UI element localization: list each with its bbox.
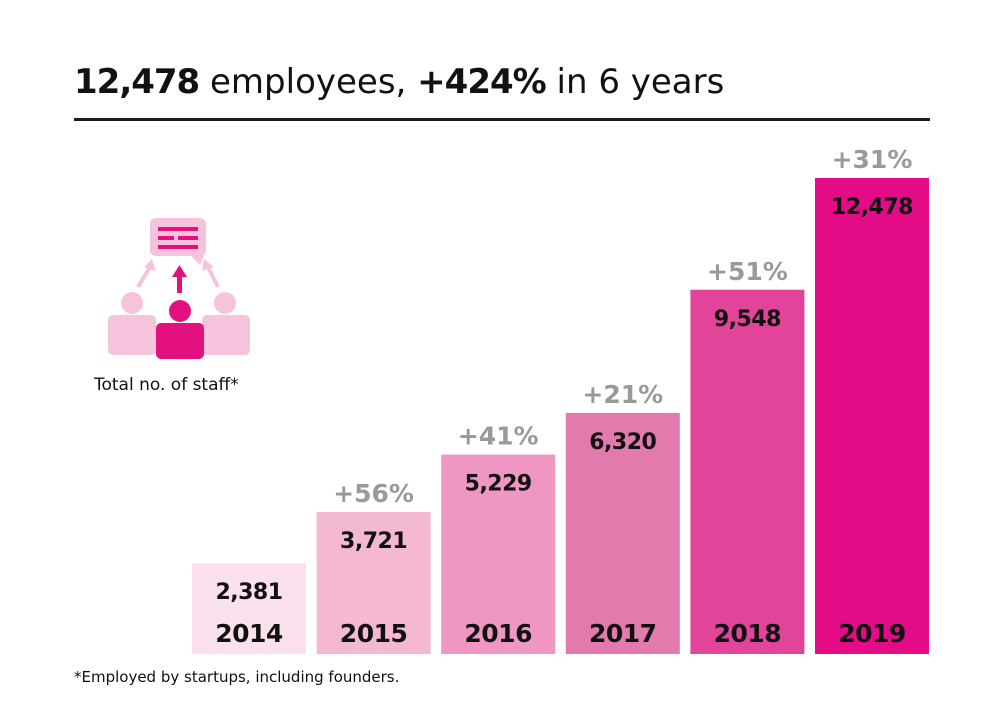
bar-2017 (565, 412, 680, 654)
bar-2014 (192, 563, 306, 654)
growth-label: +31% (832, 145, 913, 174)
headline-text-employees: employees, (199, 62, 418, 102)
growth-label: +56% (333, 479, 414, 508)
growth-label: +41% (458, 422, 539, 451)
bar-2016 (441, 454, 556, 654)
headline-growth: +424% (417, 62, 547, 102)
bar-value-label: 9,548 (714, 307, 781, 332)
bar-2019 (815, 178, 929, 654)
bar-value-label: 3,721 (340, 529, 407, 554)
headline: 12,478 employees, +424% in 6 years (74, 56, 724, 108)
bar-value-label: 6,320 (589, 430, 656, 455)
icon-caption: Total no. of staff* (94, 375, 239, 395)
growth-label: +51% (707, 257, 788, 286)
x-tick-label: 2015 (340, 619, 408, 648)
bar-2018 (690, 289, 805, 654)
x-tick-label: 2014 (215, 619, 283, 648)
growth-label: +21% (582, 380, 663, 409)
bar-value-label: 2,381 (215, 580, 282, 605)
x-tick-label: 2019 (838, 619, 906, 648)
bar-value-label: 5,229 (465, 472, 532, 497)
headline-total: 12,478 (74, 62, 200, 102)
headline-text-years: in 6 years (545, 62, 725, 102)
staff-group-icon (100, 215, 260, 370)
footnote: *Employed by startups, including founder… (74, 668, 400, 686)
x-tick-label: 2016 (464, 619, 532, 648)
x-tick-label: 2018 (714, 619, 782, 648)
x-tick-label: 2017 (589, 619, 657, 648)
bar-2015 (316, 512, 431, 654)
bar-value-label: 12,478 (831, 195, 913, 220)
headline-divider (74, 118, 930, 121)
